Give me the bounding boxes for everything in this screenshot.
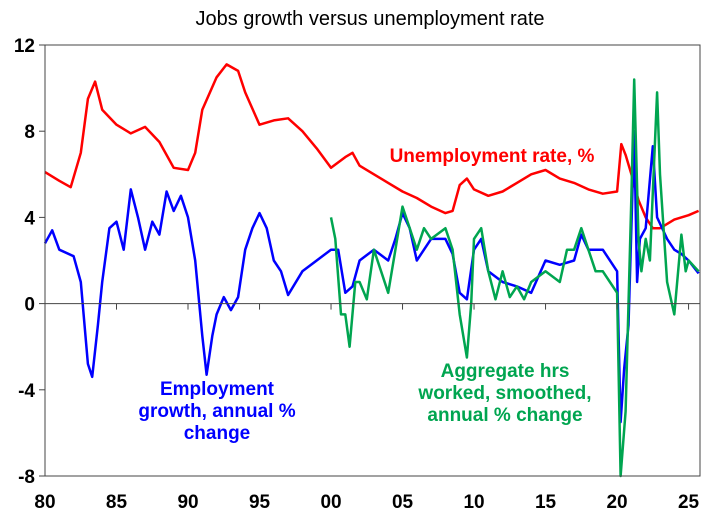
x-tick-label: 25 bbox=[678, 492, 700, 513]
aggregate-hours-label: annual % change bbox=[427, 405, 582, 426]
y-tick-label: 4 bbox=[24, 208, 35, 229]
x-tick-label: 90 bbox=[177, 492, 198, 513]
aggregate-hours-label: worked, smoothed, bbox=[417, 383, 591, 404]
employment-growth-label: change bbox=[184, 423, 251, 444]
y-tick-label: 12 bbox=[14, 36, 35, 57]
plot-frame bbox=[44, 44, 701, 477]
chart-title: Jobs growth versus unemployment rate bbox=[195, 8, 544, 30]
x-tick-label: 10 bbox=[463, 492, 484, 513]
employment-growth-line bbox=[43, 129, 700, 424]
employment-growth-label: Employment bbox=[160, 379, 275, 400]
aggregate-hours-label: Aggregate hrs bbox=[441, 361, 570, 382]
unemployment-rate-label: Unemployment rate, % bbox=[390, 146, 595, 167]
x-tick-label: 85 bbox=[106, 492, 128, 513]
x-tick-label: 20 bbox=[606, 492, 627, 513]
unemployment-rate-line bbox=[44, 63, 700, 230]
y-tick-label: 8 bbox=[24, 122, 35, 143]
x-tick-label: 80 bbox=[34, 492, 55, 513]
aggregate-hours-line bbox=[329, 78, 700, 478]
y-tick-label: 0 bbox=[24, 295, 35, 316]
x-tick-label: 15 bbox=[535, 492, 557, 513]
employment-growth-label: growth, annual % bbox=[138, 401, 295, 422]
y-tick-label: -4 bbox=[18, 381, 35, 402]
y-tick-label: -8 bbox=[18, 467, 35, 488]
x-tick-label: 05 bbox=[392, 492, 414, 513]
x-tick-label: 00 bbox=[320, 492, 341, 513]
x-tick-label: 95 bbox=[249, 492, 271, 513]
